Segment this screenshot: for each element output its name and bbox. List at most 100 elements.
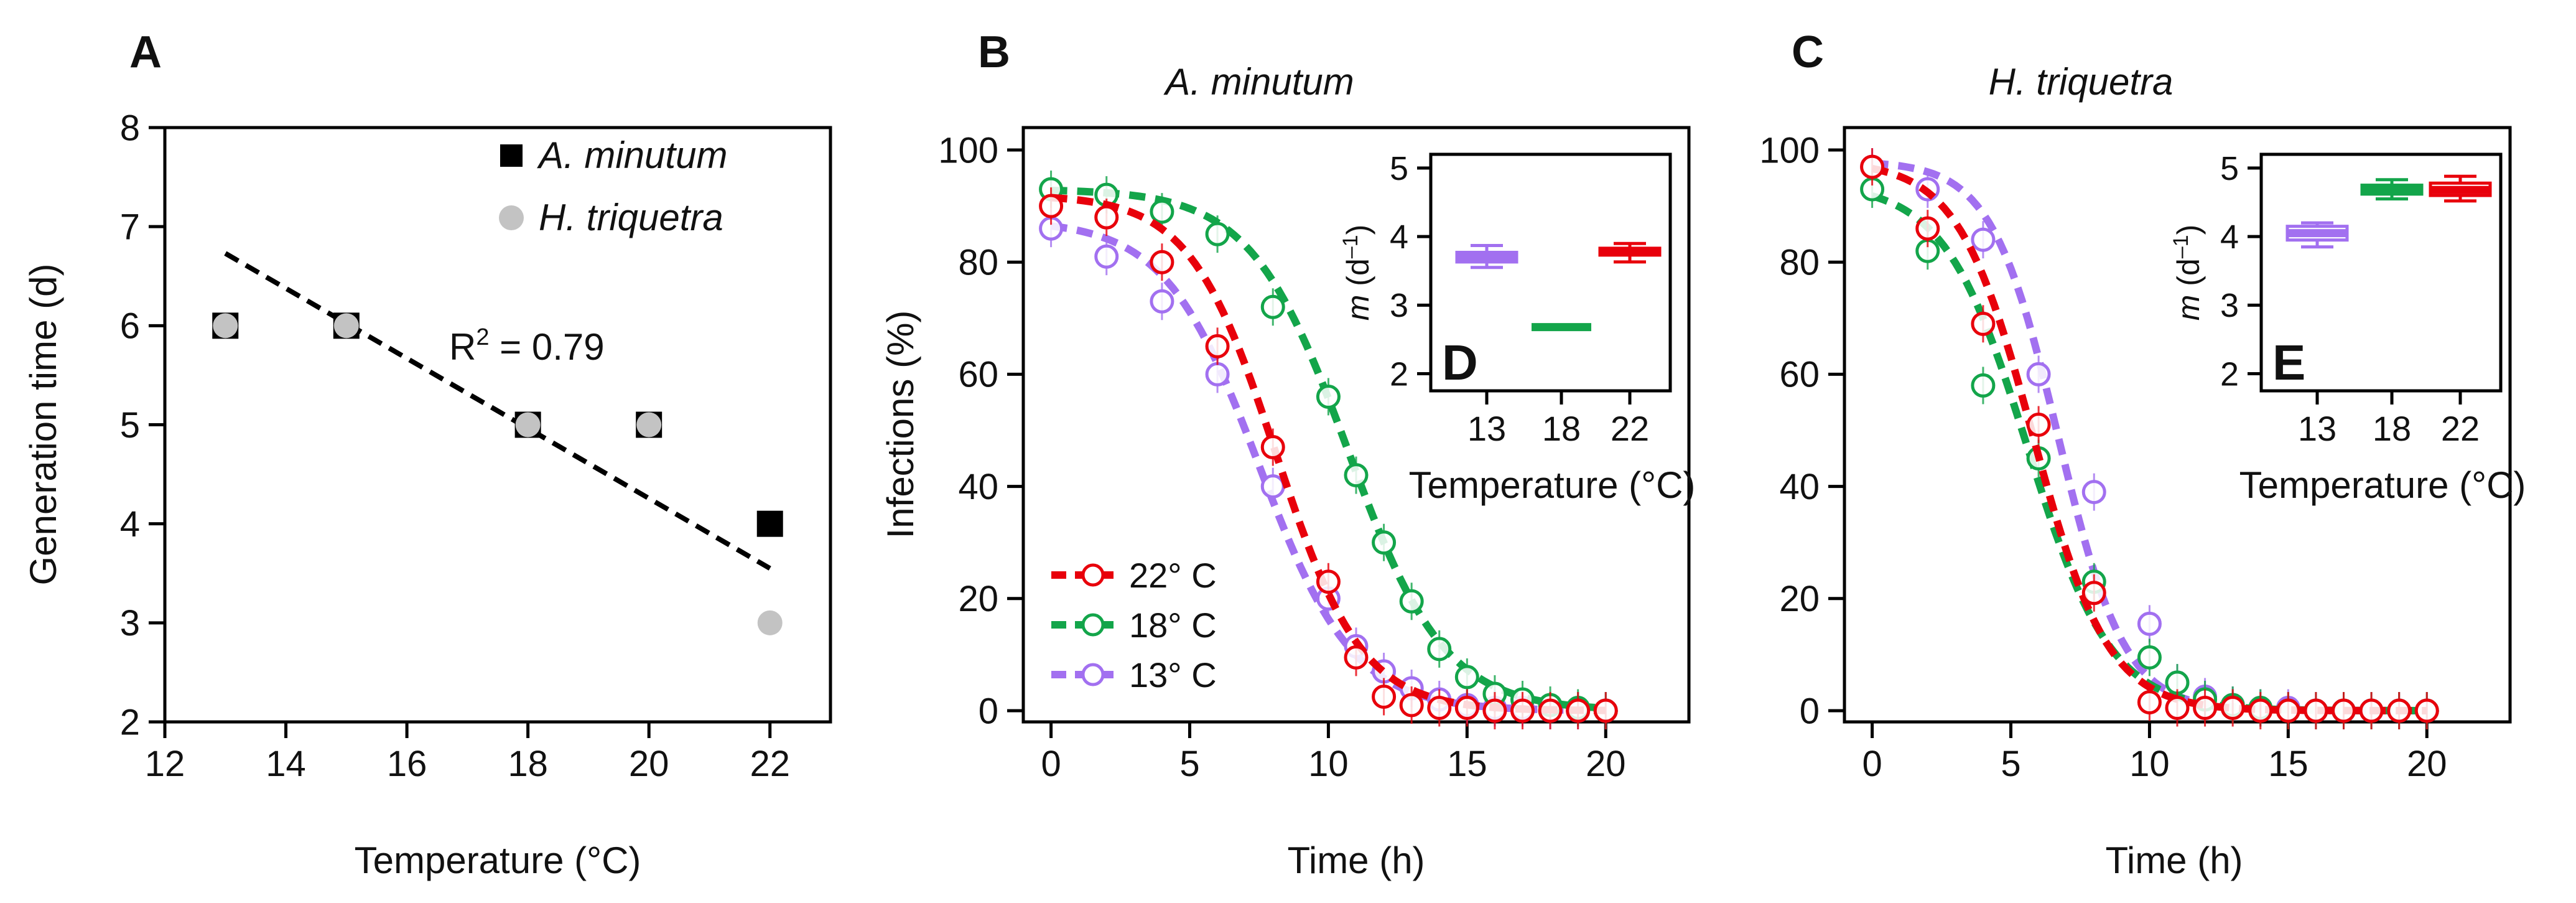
- legend-marker-22: [1081, 563, 1105, 587]
- panel-b: B A. minutum 0 5 10 15 20 0 20 40 60 80 100 22° C …: [880, 27, 1695, 881]
- panel-c-series-22-point: [1915, 216, 1940, 241]
- panel-b-series-18-point: [1260, 294, 1285, 319]
- inset-e-x-tick-label: 18: [2373, 409, 2411, 448]
- title-c: H. triquetra: [1989, 61, 2174, 103]
- title-b: A. minutum: [1163, 61, 1354, 103]
- inset-e-box-13: [2285, 221, 2349, 249]
- inset-d-axes: 2 3 4 5 13 18 22: [1390, 150, 1649, 448]
- panel-c-x-tick-label: 5: [2001, 744, 2020, 784]
- inset-e-ylabel-close: ): [2171, 225, 2206, 235]
- point-a-minutum: [756, 510, 783, 537]
- panel-c-series-22-point: [2304, 698, 2328, 723]
- panel-b-x-tick-label: 15: [1447, 744, 1487, 784]
- panel-c-series-22-point: [2387, 698, 2412, 723]
- panel-b-series-22-point: [1427, 695, 1452, 720]
- y-axis-label-b: Infections (%): [880, 311, 921, 539]
- panel-b-series-22-point: [1316, 569, 1341, 594]
- panel-b-series-13-fit-line: [1050, 222, 1606, 714]
- panel-c-series-22-point: [2248, 698, 2273, 723]
- inset-d-y-tick-label: 5: [1390, 150, 1408, 187]
- panel-b-x-tick-label: 5: [1179, 744, 1199, 784]
- legend-b: 22° C 18° C 13° C: [1051, 556, 1217, 695]
- panel-b-series-22-point: [1039, 194, 1064, 218]
- panel-c-x-tick-label: 10: [2129, 744, 2170, 784]
- panel-a-y-tick-label: 4: [120, 504, 140, 545]
- panel-c-series-22-point: [2165, 695, 2190, 720]
- panel-b-series-22-point: [1538, 698, 1563, 723]
- panel-b-series-22-point: [1593, 698, 1618, 723]
- panel-c-x-tick-label: 0: [1862, 744, 1882, 784]
- point-h-triquetra: [213, 313, 238, 339]
- panel-c-series-22-point: [2026, 413, 2051, 437]
- inset-e-boxes: [2285, 174, 2492, 249]
- x-axis-label-a: Temperature (°C): [355, 840, 641, 881]
- panel-a-x-tick-label: 16: [387, 744, 427, 784]
- panel-c-series: [1860, 148, 2439, 729]
- panel-b-series-18-point: [1372, 530, 1397, 555]
- panel-label-c: C: [1792, 27, 1824, 77]
- inset-e-ylabel-sup: –1: [2169, 235, 2193, 258]
- inset-d-box-13: [1455, 243, 1518, 269]
- r2-main: R: [449, 326, 476, 368]
- x-axis-label-b: Time (h): [1287, 840, 1425, 881]
- panel-c-x-tick-label: 20: [2407, 744, 2447, 784]
- inset-d-xlabel: Temperature (°C): [1409, 464, 1696, 506]
- panel-a-frame: [163, 126, 832, 724]
- panel-b-series-22-point: [1510, 698, 1535, 723]
- inset-e-y-tick-label: 3: [2220, 287, 2239, 324]
- panel-c-series-22-point: [1971, 311, 1996, 336]
- panel-label-a: A: [129, 27, 162, 77]
- panel-b-frame: [1021, 126, 1691, 724]
- panel-c-series-13-point: [2026, 362, 2051, 386]
- panel-c: C H. triquetra 0 5 10 15 20 0 20 40 60 80 100 Time…: [1759, 27, 2526, 881]
- panel-a-x-tick-label: 12: [145, 744, 185, 784]
- panel-b-y-tick-label: 60: [958, 355, 998, 395]
- panel-c-y-tick-label: 100: [1759, 130, 1820, 171]
- panel-c-series-13-point: [1971, 227, 1996, 252]
- panel-label-b: B: [978, 27, 1010, 77]
- panel-b-series-22-point: [1566, 698, 1591, 723]
- panel-b-x-tick-label: 0: [1041, 744, 1061, 784]
- trendline: [224, 251, 771, 571]
- panel-b-series-22-point: [1399, 693, 1424, 718]
- inset-label-e: E: [2272, 335, 2305, 390]
- legend-label-h-triquetra: H. triquetra: [539, 197, 723, 238]
- panel-a-points: [212, 312, 783, 635]
- panel-b-y-tick-label: 100: [938, 130, 998, 171]
- inset-d-y-tick-label: 4: [1390, 218, 1408, 256]
- inset-d-y-tick-label: 2: [1390, 355, 1408, 393]
- panel-c-series-18-point: [2137, 645, 2162, 670]
- panel-c-y-tick-label: 0: [1800, 691, 1820, 731]
- panel-b-y-tick-label: 20: [958, 579, 998, 619]
- inset-d-box-22: [1598, 241, 1662, 264]
- legend-marker-a-minutum: [500, 144, 523, 167]
- panel-c-y-tick-label: 80: [1779, 243, 1820, 283]
- panel-a-y-tick-label: 2: [120, 702, 140, 742]
- inset-d-ylabel-sup: –1: [1339, 235, 1362, 258]
- point-h-triquetra: [333, 313, 359, 339]
- panel-c-series-13-point: [2081, 480, 2106, 505]
- panel-c-series-22-point: [2220, 695, 2245, 720]
- panel-a-x-tick-label: 22: [750, 744, 790, 784]
- legend-marker-18: [1081, 613, 1105, 637]
- panel-c-series-22-point: [2359, 698, 2384, 723]
- legend-marker-13: [1081, 663, 1105, 686]
- panel-a-x-tick-label: 20: [629, 744, 669, 784]
- panel-b-series-22-point: [1372, 684, 1397, 709]
- inset-d-ylabel-m: m: [1341, 295, 1375, 321]
- panel-c-y-tick-label: 20: [1779, 579, 1820, 619]
- panel-a-y-tick-label: 3: [120, 603, 140, 643]
- panel-b-series-22-point: [1150, 250, 1174, 274]
- panel-b-y-tick-label: 40: [958, 467, 998, 507]
- panel-b-series-13-point: [1205, 362, 1230, 386]
- inset-e-box-18: [2360, 178, 2424, 201]
- inset-e-ylabel-unit: (d: [2171, 258, 2206, 294]
- panel-c-series-22-point: [1860, 154, 1885, 179]
- panel-a-x-tick-label: 14: [266, 744, 306, 784]
- inset-e-box-22: [2429, 174, 2492, 203]
- panel-b-series-13-point: [1094, 244, 1119, 269]
- panel-c-x-tick-label: 15: [2268, 744, 2309, 784]
